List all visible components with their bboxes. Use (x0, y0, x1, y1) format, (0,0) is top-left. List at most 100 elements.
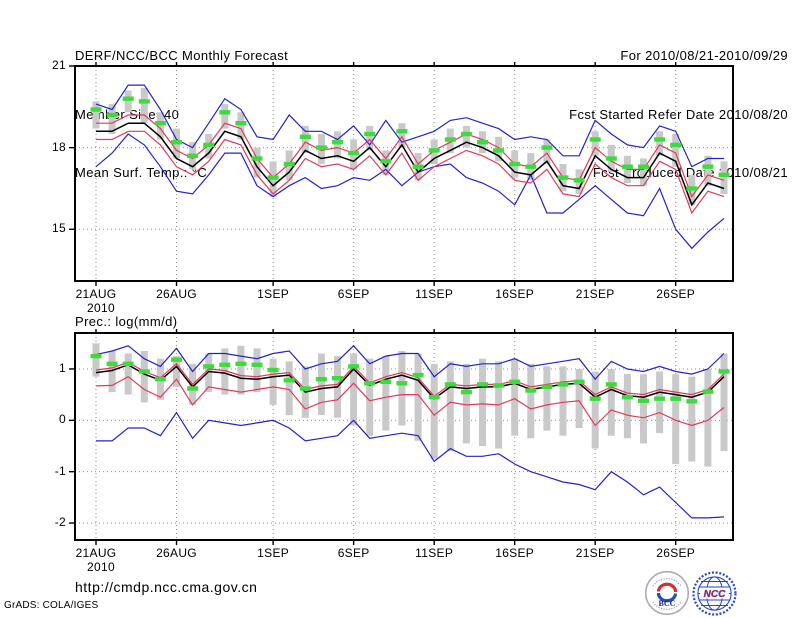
mean-marker (332, 376, 343, 381)
ncc-logo: NCC (692, 571, 737, 616)
bcc-logo-label: BCC (659, 599, 676, 608)
mean-marker (251, 156, 263, 161)
spread-bar (205, 353, 213, 392)
spread-bar (511, 358, 519, 436)
mean-marker (509, 379, 521, 384)
spread-bar (253, 348, 261, 393)
spread-bar (92, 101, 100, 129)
spread-bar (253, 147, 261, 178)
mean-marker (187, 153, 199, 158)
mean-marker (122, 96, 134, 101)
spread-bar (479, 358, 486, 446)
spread-bar (462, 125, 470, 148)
mean-marker (686, 186, 698, 191)
spread-bar (720, 353, 728, 452)
mean-marker (90, 353, 102, 359)
series-ensemble-min (96, 411, 725, 519)
mean-marker (412, 372, 424, 378)
mean-marker (477, 382, 488, 387)
mean-marker (477, 140, 488, 145)
spread-bar (108, 104, 116, 134)
spread-bar (366, 125, 374, 151)
mean-marker (348, 150, 360, 156)
mean-marker (444, 382, 456, 387)
mean-marker (718, 369, 730, 374)
mean-marker (573, 379, 585, 384)
series-ensemble-mean (96, 122, 725, 207)
mean-marker (315, 145, 327, 150)
spread-bar (382, 356, 390, 431)
mean-marker (670, 396, 682, 401)
mean-marker (251, 362, 263, 367)
mean-marker (171, 140, 182, 145)
spread-bar (334, 131, 341, 159)
spread-bar (237, 112, 245, 140)
spread-bar (398, 123, 406, 148)
mean-marker (686, 399, 698, 404)
bcc-logo: BCC (644, 570, 690, 616)
mean-marker (621, 395, 633, 400)
bcc-ring-text-bottom (652, 601, 682, 610)
fcst-started-label: Fcst Started Refer Date 2010/08/20 (569, 106, 788, 122)
source-url: http://cmdp.ncc.cma.gov.cn (75, 579, 258, 595)
spread-bar (269, 358, 277, 405)
spread-bar (623, 374, 631, 439)
series-ensemble-max (95, 84, 724, 168)
mean-marker (718, 172, 730, 178)
mean-marker (299, 386, 311, 391)
mean-marker (460, 389, 472, 395)
mean-marker (493, 383, 505, 388)
mean-marker (428, 148, 440, 153)
mean-marker (589, 137, 601, 142)
mean-marker (106, 361, 118, 366)
mean-marker (106, 112, 118, 118)
spread-bar (317, 353, 325, 416)
mean-marker (219, 362, 231, 367)
mean-marker (493, 148, 505, 153)
plot-frame (74, 332, 734, 541)
header-right: For 2010/08/21-2010/09/29 Fcst Started R… (569, 7, 788, 222)
mean-marker (541, 384, 553, 390)
series-mean-plus-std (95, 361, 725, 398)
spread-bar (656, 371, 664, 434)
mean-marker (702, 164, 714, 169)
spread-bar (591, 131, 599, 156)
mean-marker (605, 382, 617, 387)
mean-marker (557, 175, 569, 180)
spread-bar (221, 348, 229, 395)
spread-bar (221, 104, 229, 129)
page-title: DERF/NCC/BCC Monthly Forecast (75, 48, 289, 63)
spread-bar (156, 112, 164, 140)
spread-bar (527, 363, 535, 439)
mean-marker (154, 121, 166, 126)
spread-bar (591, 371, 599, 449)
mean-marker (573, 178, 585, 183)
mean-marker (187, 386, 199, 391)
spread-bar (285, 361, 293, 416)
bcc-swirl-blue (656, 592, 678, 603)
mean-marker (203, 142, 215, 148)
mean-marker (396, 381, 408, 386)
series-mean-minus-std (95, 375, 725, 427)
mean-marker (396, 129, 408, 134)
spread-bar (672, 374, 680, 464)
mean-marker (702, 389, 714, 394)
spread-bar (124, 353, 132, 395)
mean-marker (90, 107, 102, 112)
series-ensemble-max (95, 344, 725, 381)
mean-marker (670, 142, 682, 148)
spread-bar (366, 358, 374, 436)
mean-marker (605, 156, 617, 161)
precip-chart-title: Prec.: log(mm/d) (75, 314, 178, 329)
spread-bar (543, 366, 551, 431)
spread-bar (108, 351, 116, 393)
series-mean-minus-std (96, 130, 725, 215)
mean-marker (589, 396, 601, 401)
mean-marker (219, 110, 231, 115)
mean-marker (364, 381, 376, 386)
mean-marker (444, 137, 456, 142)
mean-marker (283, 378, 295, 383)
spread-bar (92, 343, 100, 377)
